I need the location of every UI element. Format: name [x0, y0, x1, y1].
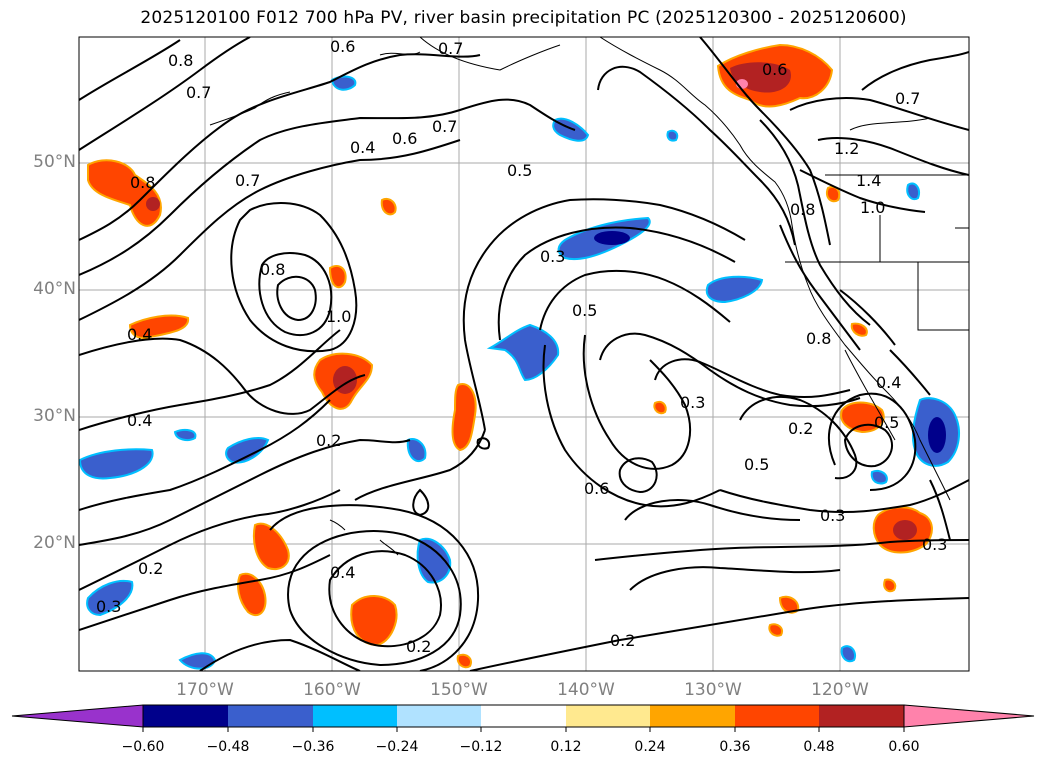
contour-label: 0.3 — [96, 597, 121, 616]
contour-label: 0.3 — [680, 393, 705, 412]
figure-title: 2025120100 F012 700 hPa PV, river basin … — [140, 8, 907, 28]
contour-label: 0.7 — [235, 171, 260, 190]
lat-label: 40°N — [33, 279, 76, 299]
colorbar-bin — [650, 705, 735, 727]
graticule — [79, 37, 969, 671]
contour-label: 1.0 — [326, 307, 351, 326]
contour-label: 0.7 — [438, 39, 463, 58]
contour-label: 0.2 — [406, 637, 431, 656]
contour-label: 0.7 — [432, 117, 457, 136]
contour-label: 0.2 — [610, 631, 635, 650]
lon-label: 130°W — [684, 680, 742, 700]
contour-label: 0.4 — [127, 411, 152, 430]
colorbar-extend-high — [903, 704, 1035, 728]
colorbar-tick-label: −0.48 — [206, 739, 250, 755]
contour-label: 0.8 — [790, 200, 815, 219]
contour-label: 1.4 — [856, 171, 881, 190]
colorbar-tick-label: −0.24 — [375, 739, 419, 755]
lat-label: 30°N — [33, 406, 76, 426]
colorbar-bin — [735, 705, 819, 727]
map-frame — [78, 36, 970, 672]
colorbar-tick-label: 0.24 — [634, 739, 666, 755]
contour-label: 0.5 — [572, 301, 597, 320]
contour-label: 0.7 — [895, 89, 920, 108]
pv-contours — [79, 37, 969, 671]
colorbar-tick-label: −0.12 — [459, 739, 503, 755]
colorbar-bin — [397, 705, 481, 727]
contour-label: 0.8 — [168, 51, 193, 70]
contour-label: 0.2 — [316, 431, 341, 450]
lat-label: 50°N — [33, 152, 76, 172]
contour-label: 0.8 — [130, 173, 155, 192]
colorbar-bin — [228, 705, 313, 727]
contour-label: 0.6 — [584, 479, 609, 498]
contour-label: 0.8 — [260, 260, 285, 279]
colorbar-bin — [819, 705, 904, 727]
contour-labels: 0.8 0.7 0.6 0.7 0.7 0.6 0.6 0.4 0.7 0.5 … — [96, 37, 947, 656]
lon-label: 160°W — [303, 680, 361, 700]
contour-label: 0.3 — [540, 247, 565, 266]
contour-label: 0.6 — [762, 60, 787, 79]
colorbar-tick-label: 0.12 — [550, 739, 582, 755]
colorbar-tick-label: 0.60 — [888, 739, 920, 755]
colorbar-bin — [143, 705, 228, 727]
contour-label: 0.4 — [876, 373, 901, 392]
contour-label: 0.6 — [392, 129, 417, 148]
colorbar-tick-label: 0.48 — [803, 739, 835, 755]
contour-label: 0.4 — [330, 563, 355, 582]
lat-label: 20°N — [33, 533, 76, 553]
lon-label: 120°W — [811, 680, 869, 700]
contour-label: 1.0 — [860, 198, 885, 217]
colorbar-tick-label: −0.60 — [121, 739, 165, 755]
contour-label: 0.4 — [350, 138, 375, 157]
lon-label: 140°W — [557, 680, 615, 700]
contour-label: 0.2 — [138, 559, 163, 578]
contour-label: 0.4 — [127, 325, 152, 344]
colorbar-tick-label: 0.36 — [719, 739, 751, 755]
contour-label: 0.3 — [820, 506, 845, 525]
lon-label: 150°W — [430, 680, 488, 700]
contour-label: 0.8 — [806, 329, 831, 348]
colorbar — [11, 704, 1035, 732]
contour-label: 0.5 — [507, 161, 532, 180]
contour-label: 0.7 — [186, 83, 211, 102]
contour-label: 1.2 — [834, 139, 859, 158]
contour-label: 0.5 — [874, 413, 899, 432]
lon-label: 170°W — [176, 680, 234, 700]
colorbar-bin — [481, 705, 566, 727]
contour-label: 0.3 — [922, 535, 947, 554]
contour-label: 0.2 — [788, 419, 813, 438]
colorbar-bin — [566, 705, 650, 727]
colorbar-extend-low — [11, 704, 144, 728]
colorbar-bin — [313, 705, 397, 727]
contour-label: 0.5 — [744, 455, 769, 474]
colorbar-tick-label: −0.36 — [291, 739, 335, 755]
contour-label: 0.6 — [330, 37, 355, 56]
